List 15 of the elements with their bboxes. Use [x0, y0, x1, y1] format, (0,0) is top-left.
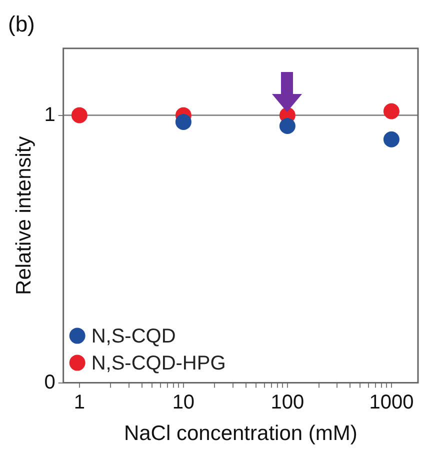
x-tick-label: 1000 [369, 391, 414, 414]
point [279, 118, 296, 134]
point [383, 103, 400, 120]
point [71, 107, 88, 124]
point [383, 131, 400, 148]
x-tick-label: 1 [74, 391, 85, 414]
chart-title: (b) [8, 11, 35, 36]
x-tick-label: 100 [270, 391, 304, 414]
legend-label: N,S-CQD [91, 325, 176, 348]
y-axis-title: Relative intensity [12, 136, 36, 295]
x-axis-title: NaCl concentration (mM) [124, 422, 358, 446]
x-tick-label: 10 [172, 391, 195, 414]
y-tick-label: 0 [44, 371, 56, 394]
legend-label: N,S-CQD-HPG [91, 352, 226, 374]
point [175, 114, 192, 130]
